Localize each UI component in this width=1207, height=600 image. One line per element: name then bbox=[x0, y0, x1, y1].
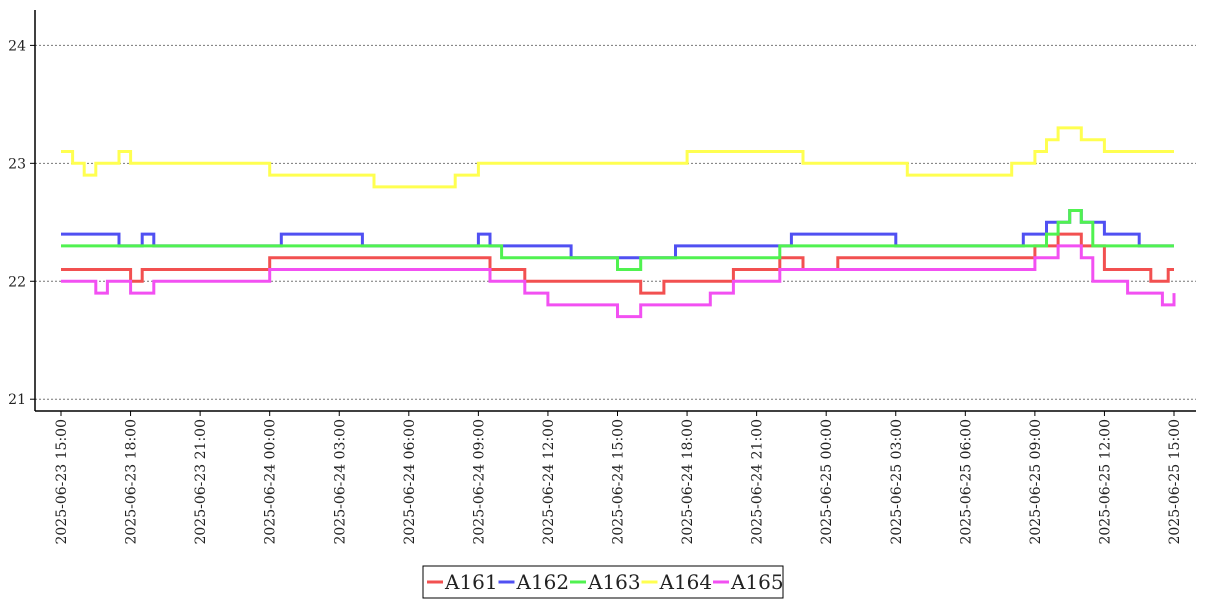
x-tick-label: 2025-06-25 00:00 bbox=[819, 419, 835, 545]
axes bbox=[34, 10, 1196, 412]
legend-label-a164: A164 bbox=[659, 570, 713, 594]
y-gridlines bbox=[35, 44, 1196, 400]
y-tick-label: 23 bbox=[8, 156, 26, 172]
x-tick-label: 2025-06-24 00:00 bbox=[263, 419, 279, 545]
legend-label-a162: A162 bbox=[516, 570, 570, 594]
series-line-a162 bbox=[61, 209, 1174, 260]
series-line-a165 bbox=[61, 244, 1176, 319]
y-tick-label: 22 bbox=[8, 274, 26, 290]
series-lines bbox=[61, 126, 1176, 319]
series-line-a164 bbox=[61, 126, 1174, 189]
x-tick-label: 2025-06-24 18:00 bbox=[680, 419, 696, 545]
legend-label-a161: A161 bbox=[444, 570, 498, 594]
legend-label-a165: A165 bbox=[730, 570, 784, 594]
x-tick-labels: 2025-06-23 15:00 2025-06-23 18:00 2025-06-… bbox=[54, 411, 1183, 545]
x-tick-label: 2025-06-23 21:00 bbox=[193, 419, 209, 545]
x-tick-label: 2025-06-24 12:00 bbox=[541, 419, 557, 545]
x-tick-label: 2025-06-24 06:00 bbox=[402, 419, 418, 545]
x-tick-label: 2025-06-24 09:00 bbox=[471, 419, 487, 545]
series-line-a163 bbox=[61, 209, 1174, 271]
x-tick-label: 2025-06-25 06:00 bbox=[958, 419, 974, 545]
x-tick-label: 2025-06-23 18:00 bbox=[124, 419, 140, 545]
x-tick-label: 2025-06-25 09:00 bbox=[1028, 419, 1044, 545]
legend-label-a163: A163 bbox=[587, 570, 641, 594]
x-tick-label: 2025-06-25 15:00 bbox=[1167, 419, 1183, 545]
y-tick-label: 21 bbox=[8, 392, 26, 408]
x-tick-label: 2025-06-24 21:00 bbox=[750, 419, 766, 545]
y-tick-labels: 21 22 23 24 bbox=[8, 38, 35, 408]
y-tick-label: 24 bbox=[8, 38, 26, 54]
x-tick-label: 2025-06-24 15:00 bbox=[611, 419, 627, 545]
x-tick-label: 2025-06-25 03:00 bbox=[889, 419, 905, 545]
x-tick-label: 2025-06-24 03:00 bbox=[332, 419, 348, 545]
legend: A161 A162 A163 A164 A165 bbox=[422, 565, 784, 599]
x-tick-label: 2025-06-25 12:00 bbox=[1097, 419, 1113, 545]
x-tick-label: 2025-06-23 15:00 bbox=[54, 419, 70, 545]
